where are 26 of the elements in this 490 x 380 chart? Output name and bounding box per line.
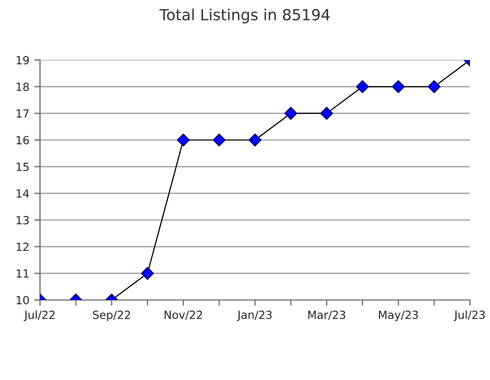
- chart-title: Total Listings in 85194: [159, 8, 330, 24]
- x-tick-label: Jan/23: [236, 310, 272, 322]
- y-tick-label: 12: [16, 242, 28, 251]
- point: [392, 80, 405, 94]
- point: [356, 80, 369, 94]
- x-tick-label: Nov/22: [164, 310, 202, 320]
- y-tick-label: 17: [16, 109, 29, 118]
- y-tick-label: 19: [16, 56, 29, 64]
- x-tick-label: Mar/23: [308, 310, 346, 320]
- point: [320, 106, 334, 120]
- x-tick-label: May/23: [378, 310, 418, 322]
- x-tick-label: Sep/22: [92, 310, 130, 322]
- y-tick-label: 15: [16, 162, 29, 172]
- point: [212, 134, 226, 146]
- point: [284, 106, 298, 120]
- point: [248, 134, 262, 146]
- y-tick-label: 10: [16, 296, 29, 304]
- x-tick-label: Jul/22: [24, 310, 55, 322]
- y-tick-label: 16: [16, 136, 29, 144]
- y-tick-label: 14: [16, 189, 29, 198]
- x-tick-label: Jul/23: [454, 310, 485, 322]
- y-tick-label: 11: [16, 269, 29, 278]
- point: [428, 80, 441, 94]
- point: [176, 134, 190, 146]
- y-tick-label: 13: [16, 216, 29, 224]
- y-tick-label: 18: [16, 82, 29, 92]
